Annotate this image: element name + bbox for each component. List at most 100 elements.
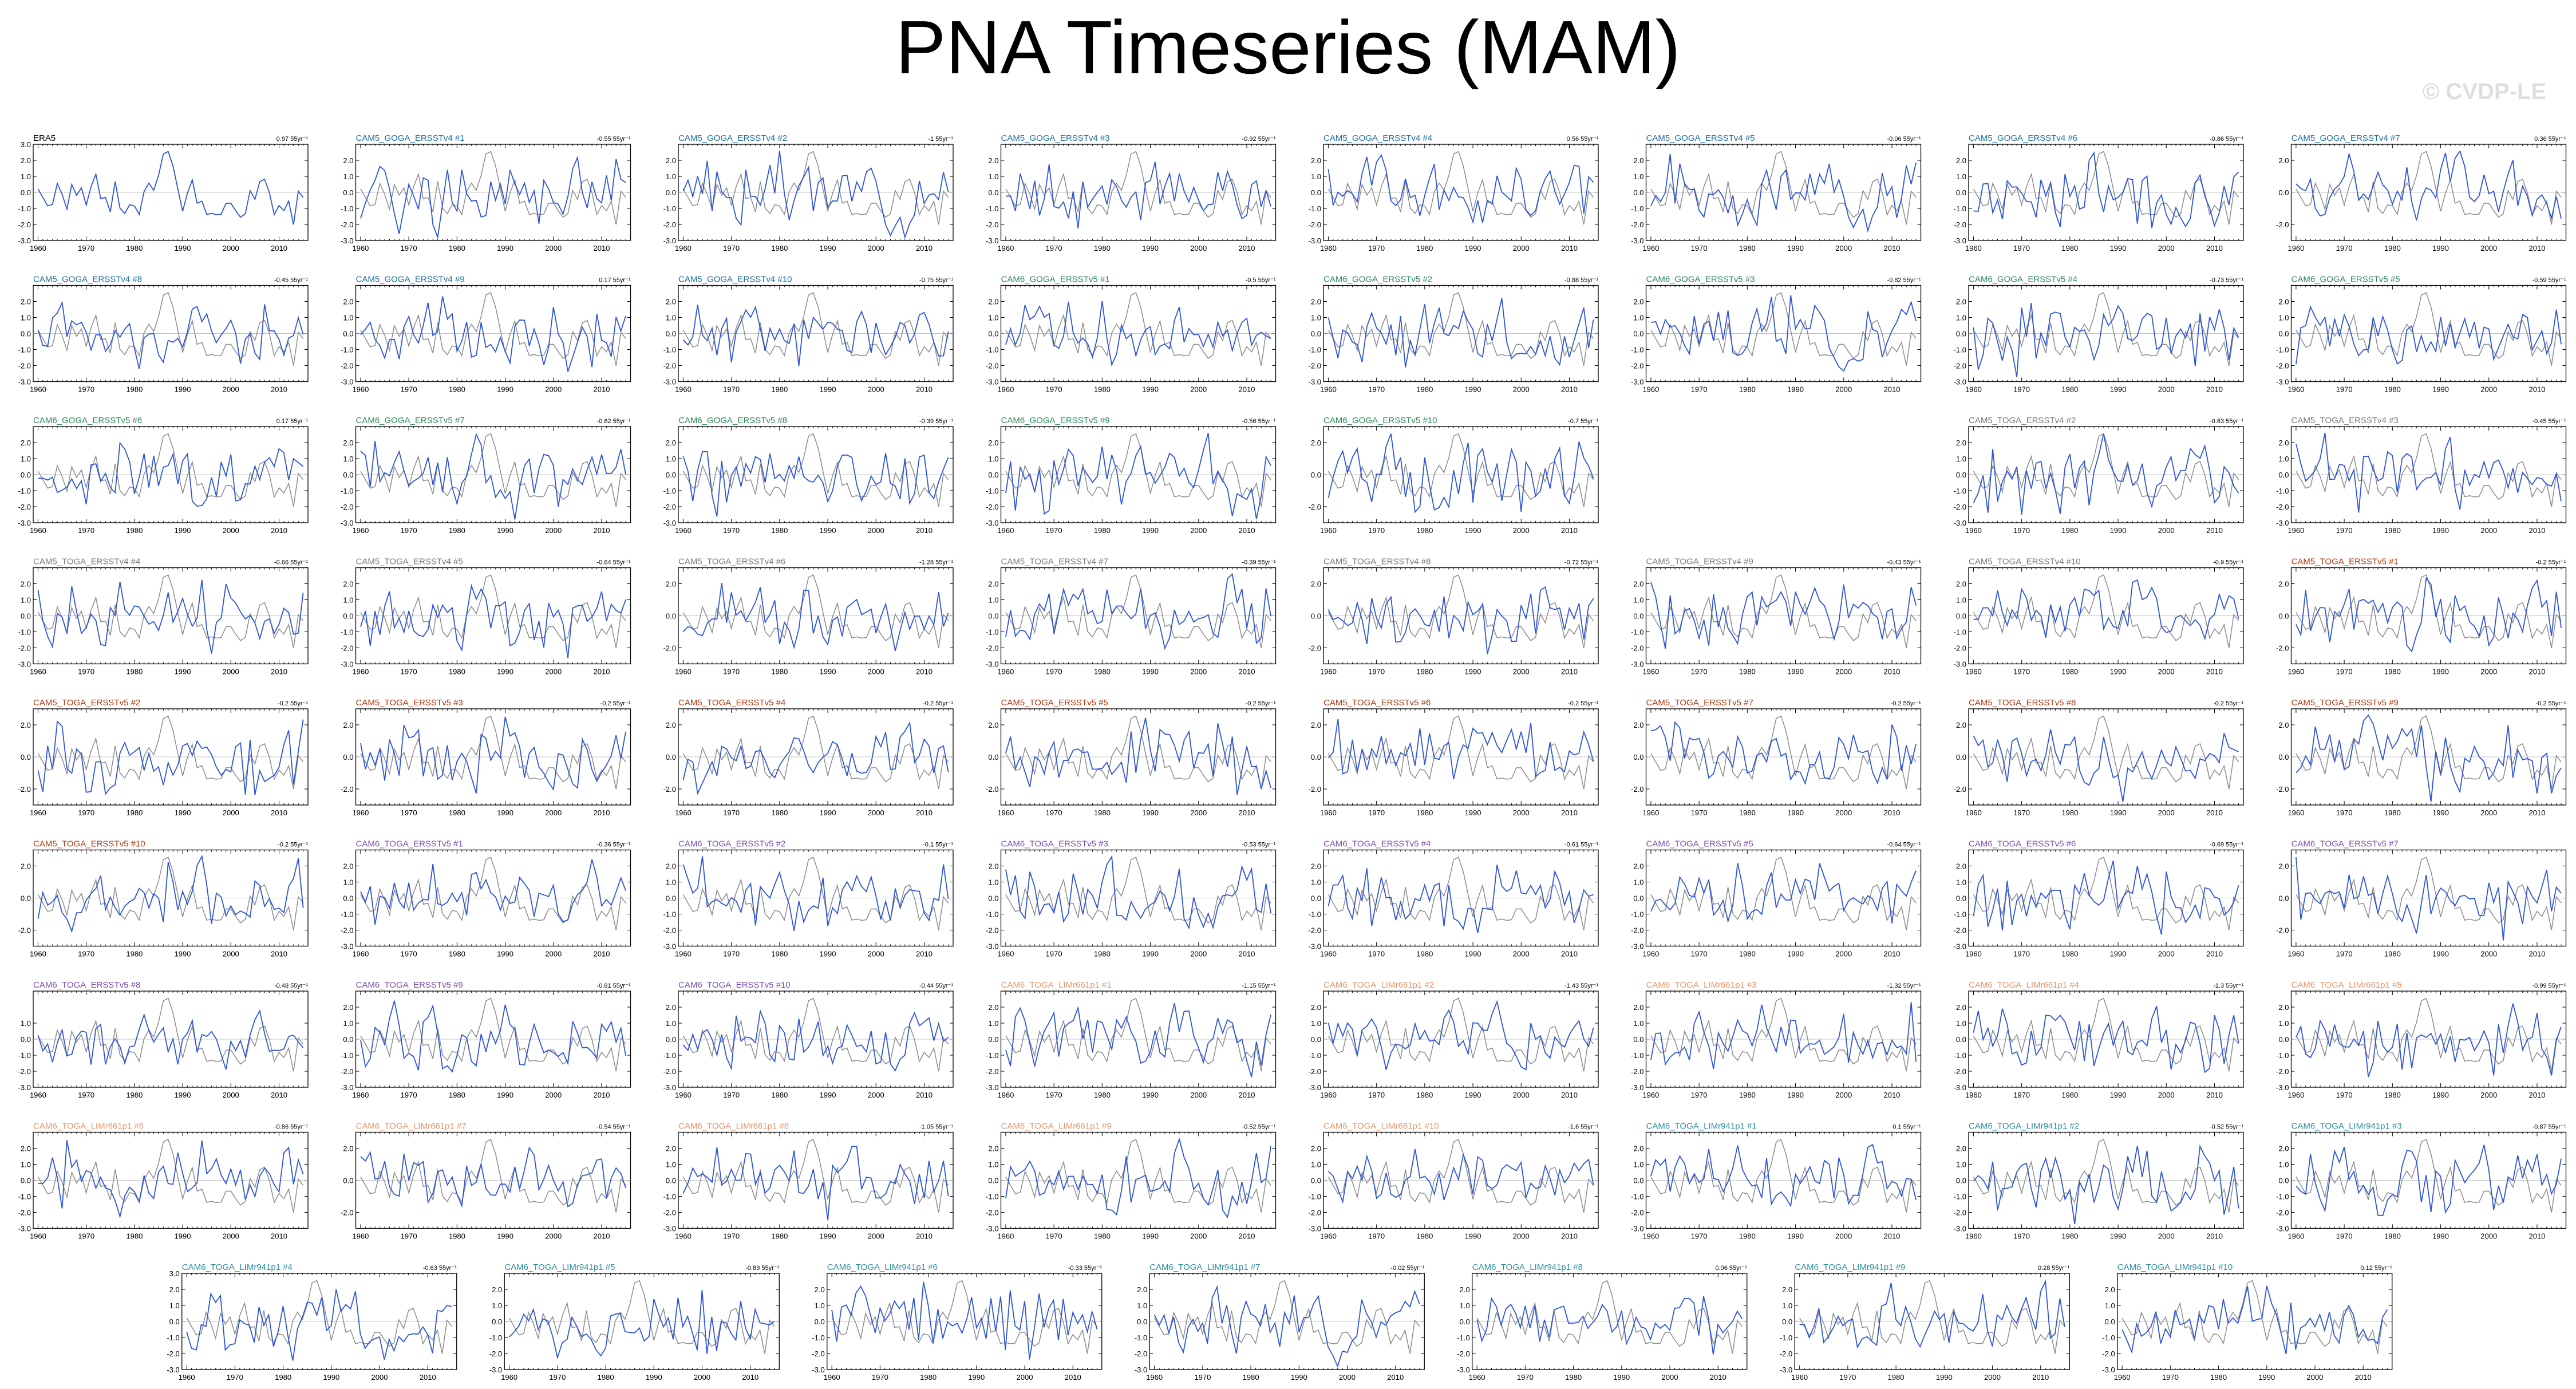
y-tick-label: -3.0 <box>986 378 998 386</box>
y-tick-label: 0.0 <box>1311 753 1321 761</box>
x-tick-label: 1960 <box>675 668 692 676</box>
y-tick-label: 1.0 <box>988 172 998 181</box>
x-tick-label: 2000 <box>545 385 562 394</box>
panel-trend-stat: -0.86 55yr⁻¹ <box>2210 136 2243 143</box>
panel-trend-stat: -0.88 55yr⁻¹ <box>1564 277 1598 284</box>
observed-series-line <box>682 292 949 366</box>
x-tick-label: 1980 <box>449 385 465 394</box>
y-tick-label: -2.0 <box>1954 220 1966 229</box>
x-tick-label: 1960 <box>1965 244 1982 252</box>
y-tick-label: -3.0 <box>341 660 353 669</box>
y-tick-label: 0.0 <box>1956 612 1966 621</box>
panel-trend-stat: -0.55 55yr⁻¹ <box>597 136 631 143</box>
y-tick-label: 2.0 <box>2278 580 2289 589</box>
x-tick-label: 1960 <box>1965 526 1982 535</box>
y-tick-label: -3.0 <box>341 378 353 386</box>
x-tick-label: 1970 <box>1691 668 1708 676</box>
panel: CAM5_TOGA_ERSSTv4 #9 -0.43 55yr⁻¹ 2.0 1.0 0.… <box>1631 557 1922 676</box>
x-tick-label: 2010 <box>2529 668 2546 676</box>
y-tick-label: 0.0 <box>343 471 353 479</box>
y-tick-label: -1.0 <box>663 346 676 354</box>
y-tick-label: -3.0 <box>2276 519 2289 527</box>
observed-series-line <box>360 433 626 507</box>
y-tick-label: -3.0 <box>1954 378 1966 386</box>
x-tick-label: 2000 <box>223 385 239 394</box>
x-tick-label: 1970 <box>1046 668 1062 676</box>
x-tick-label: 1990 <box>2110 244 2127 252</box>
y-tick-label: 2.0 <box>1633 298 1643 306</box>
y-tick-label: 2.0 <box>1956 298 1966 306</box>
panel-title: CAM5_TOGA_ERSSTv4 #9 <box>1646 557 1753 567</box>
y-tick-label: 2.0 <box>1311 156 1321 165</box>
y-tick-label: 0.0 <box>2278 330 2289 338</box>
x-tick-label: 2010 <box>594 244 610 252</box>
member-series-line <box>37 151 304 225</box>
y-tick-label: 1.0 <box>666 455 676 463</box>
observed-series-line <box>1650 151 1917 225</box>
x-tick-label: 1990 <box>1787 244 1804 252</box>
y-tick-label: 1.0 <box>343 455 353 463</box>
observed-series-line <box>360 292 626 366</box>
y-tick-label: 1.0 <box>1311 314 1321 322</box>
y-tick-label: -2.0 <box>986 362 998 370</box>
y-tick-label: 0.0 <box>21 753 31 761</box>
x-tick-label: 1980 <box>2384 244 2401 252</box>
x-tick-label: 1970 <box>2336 385 2353 394</box>
x-tick-label: 1970 <box>401 244 417 252</box>
x-tick-label: 2010 <box>1884 244 1901 252</box>
y-tick-label: -2.0 <box>341 785 353 794</box>
x-tick-label: 1990 <box>1465 668 1481 676</box>
x-tick-label: 1960 <box>675 526 692 535</box>
y-tick-label: 2.0 <box>2278 156 2289 165</box>
x-tick-label: 2000 <box>1190 808 1207 817</box>
x-tick-label: 1990 <box>2110 668 2127 676</box>
y-tick-label: -2.0 <box>1631 362 1643 370</box>
x-tick-label: 2010 <box>2206 244 2223 252</box>
y-tick-label: -2.0 <box>2276 644 2289 653</box>
panel: CAM6_GOGA_ERSSTv5 #7 -0.62 55yr⁻¹ 2.0 1.0 0.… <box>341 416 631 535</box>
member-series-line <box>1973 151 2239 228</box>
panel-trend-stat: -1 55yr⁻¹ <box>928 136 953 143</box>
panel: CAM6_GOGA_ERSSTv5 #10 -0.7 55yr⁻¹ 2.0 0.0 -2… <box>1309 416 1599 535</box>
panel-title: CAM5_TOGA_ERSSTv5 #6 <box>1323 698 1431 708</box>
panel: CAM5_GOGA_ERSSTv4 #9 0.17 55yr⁻¹ 2.0 1.0 0.0… <box>341 275 631 394</box>
y-tick-label: 2.0 <box>988 721 998 729</box>
panel-title: CAM5_TOGA_ERSSTv5 #5 <box>1001 698 1108 708</box>
panel-title: CAM5_TOGA_ERSSTv5 #2 <box>33 698 140 708</box>
x-tick-label: 2000 <box>2158 244 2175 252</box>
x-tick-label: 1980 <box>2384 526 2401 535</box>
x-tick-label: 1990 <box>820 526 836 535</box>
y-tick-label: -2.0 <box>18 220 31 229</box>
y-tick-label: -3.0 <box>1954 236 1966 245</box>
y-tick-label: 0.0 <box>343 188 353 197</box>
y-tick-label: -2.0 <box>18 785 31 794</box>
y-tick-label: -1.0 <box>341 346 353 354</box>
x-tick-label: 2000 <box>223 526 239 535</box>
x-tick-label: 1960 <box>997 808 1014 817</box>
y-tick-label: -2.0 <box>1309 503 1321 511</box>
member-series-line <box>1650 154 1917 233</box>
y-tick-label: -2.0 <box>1631 644 1643 653</box>
panel: CAM5_GOGA_ERSSTv4 #10 -0.75 55yr⁻¹ 2.0 1.0 0… <box>663 275 954 394</box>
y-tick-label: 0.0 <box>1633 188 1643 197</box>
member-series-line <box>1327 433 1594 514</box>
panel: CAM5_TOGA_ERSSTv4 #7 -0.39 55yr⁻¹ 2.0 1.0 0.… <box>986 557 1277 676</box>
y-tick-label: -1.0 <box>986 204 998 213</box>
observed-series-line <box>360 715 626 790</box>
panel: CAM5_TOGA_ERSSTv4 #8 -0.72 55yr⁻¹ 2.0 0.0 -2… <box>1309 557 1599 676</box>
panel-title: CAM6_GOGA_ERSSTv5 #1 <box>1001 275 1110 285</box>
x-tick-label: 1990 <box>2432 244 2449 252</box>
panel-trend-stat: -0.72 55yr⁻¹ <box>1564 559 1598 566</box>
x-tick-label: 1980 <box>1416 244 1433 252</box>
member-series-line <box>1005 573 1271 650</box>
member-series-line <box>682 721 949 796</box>
panel: CAM5_TOGA_ERSSTv4 #4 -0.66 55yr⁻¹ 2.0 1.0 0.… <box>18 557 309 676</box>
x-tick-label: 2000 <box>1513 385 1530 394</box>
y-tick-label: -1.0 <box>663 487 676 495</box>
y-tick-label: 1.0 <box>1633 314 1643 322</box>
x-tick-label: 1980 <box>449 526 465 535</box>
y-tick-label: -2.0 <box>1954 644 1966 653</box>
observed-series-line <box>682 574 949 648</box>
panel-trend-stat: -0.45 55yr⁻¹ <box>274 277 308 284</box>
x-tick-label: 1990 <box>1142 668 1159 676</box>
